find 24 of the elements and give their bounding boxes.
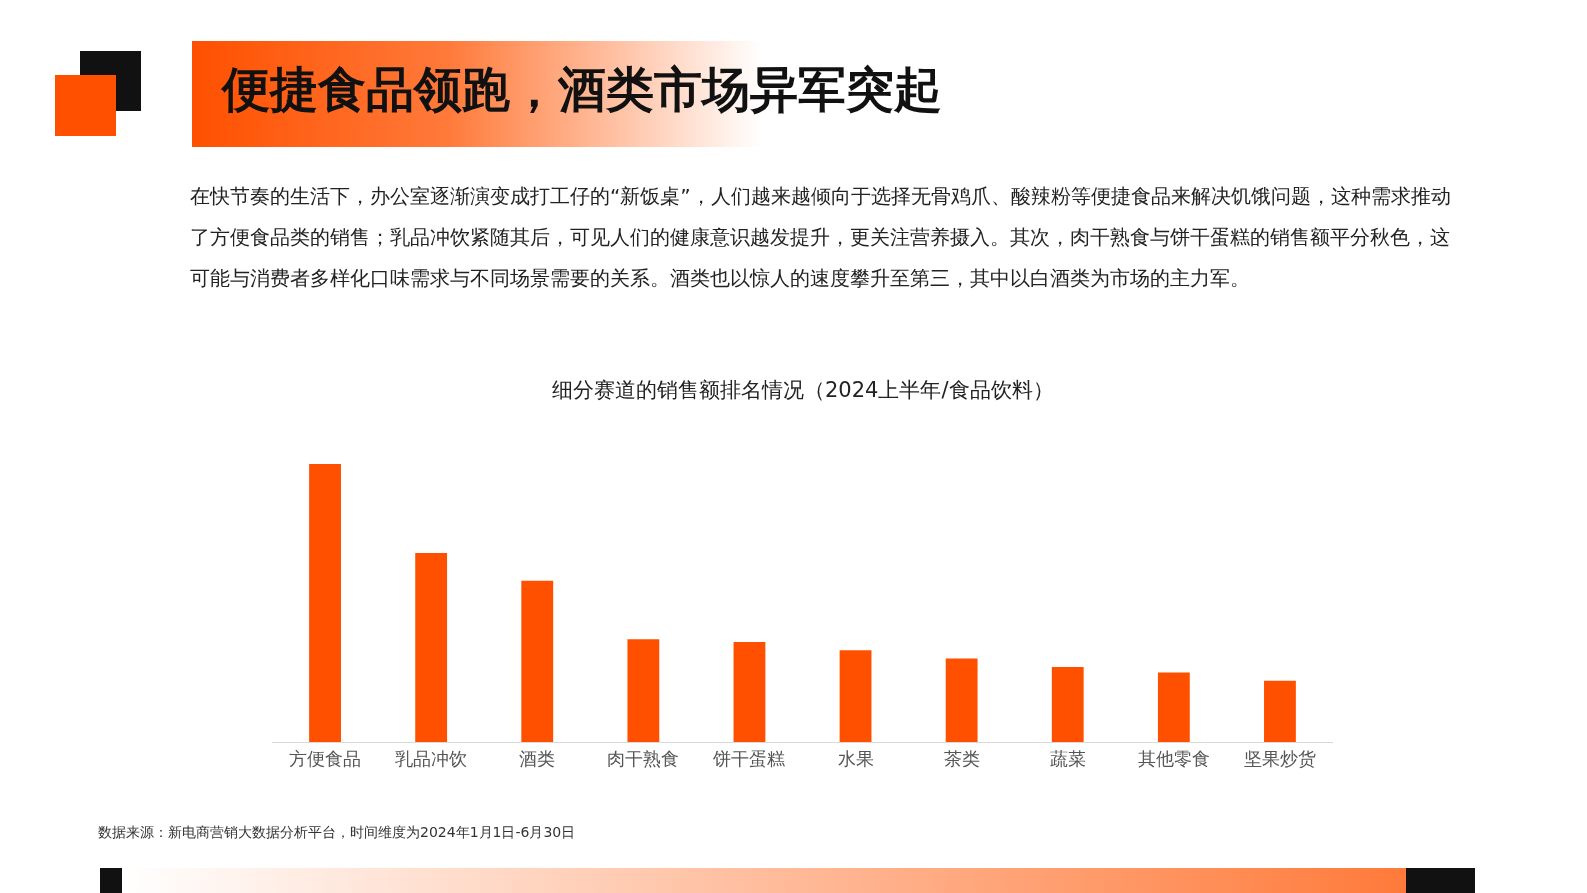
bar: [945, 658, 978, 742]
x-tick-label: 方便食品: [289, 747, 362, 769]
x-tick-label: 肉干熟食: [607, 747, 680, 769]
bar: [839, 650, 872, 742]
bar: [309, 464, 341, 742]
bar: [733, 641, 766, 742]
chart-subtitle: 在快节奏的生活下，办公室逐渐演变成打工仔的“新饭桌”，人们越来越倾向于选择无骨鸡爪、酸辣粉等便捷食品来解决饥饿问题，这种需求推动了方便食品类的销售；乳品冲饮紧随其后，可见人们的健康意识越发提升，更关注营养摄入。其次，肉干熟食与饼干蛋糕的销售额平分秋色，这可能与消费者多样化口味需求与不同场景需要的关系。酒类也以惊人的速度攀升至第三，其中以白酒类为市场的主力军。: [190, 183, 1452, 292]
x-tick-label: 茶类: [943, 747, 980, 769]
x-tick-label: 饼干蛋糕: [712, 747, 786, 769]
x-tick-label: 乳品冲饮: [395, 747, 468, 769]
text: 细分赛道的销售额排名情况（2024上半年/食品饮料）: [552, 378, 1054, 402]
x-tick-label: 水果: [837, 747, 874, 769]
x-tick-label: 蔬菜: [1049, 747, 1086, 769]
source-note: 数据来源：新电商营销大数据分析平台，时间维度为2024年1月1日-6月30日: [98, 824, 576, 842]
bar: [1157, 672, 1190, 742]
chart-title: 便捷食品领跑，酒类市场异军突起: [222, 60, 942, 119]
bar: [1264, 680, 1296, 742]
bar: [1051, 666, 1084, 742]
bar: [415, 552, 448, 742]
x-tick-label: 酒类: [519, 747, 556, 769]
bar: [521, 580, 554, 742]
x-tick-label: 坚果炒货: [1243, 747, 1316, 769]
x-tick-label: 其他零食: [1137, 747, 1210, 769]
bar: [627, 639, 660, 742]
